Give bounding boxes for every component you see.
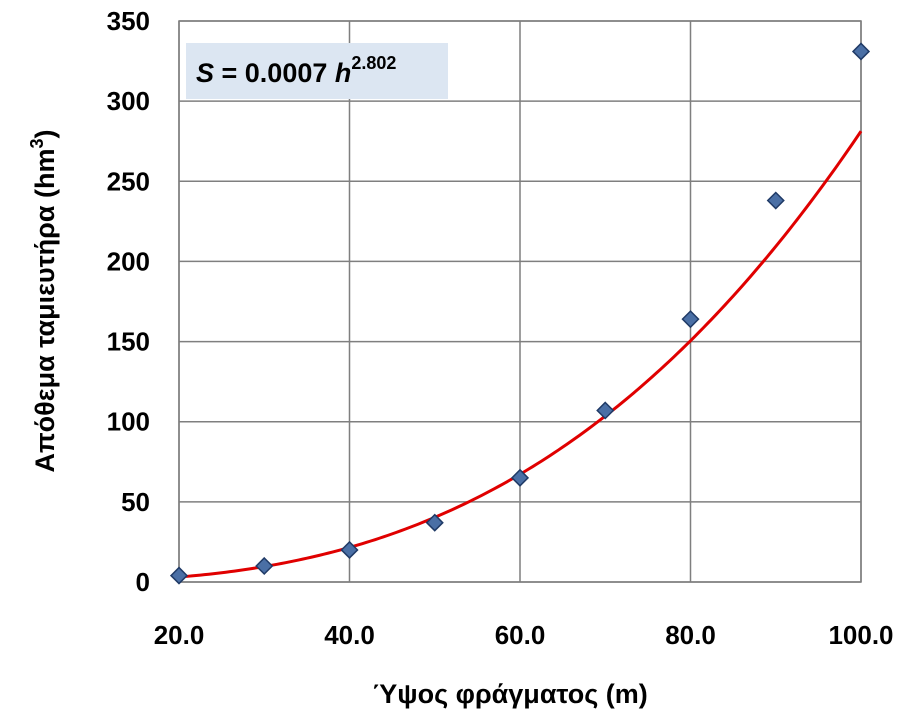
x-tick-label: 60.0 [495, 620, 546, 650]
equation-label: S = 0.0007 h2.802 [186, 43, 448, 99]
y-axis-ticks: 0 50 100 150 200 250 300 350 [107, 6, 150, 597]
data-point [169, 566, 189, 585]
equation-h: h [335, 58, 352, 88]
y-tick-label: 50 [121, 487, 150, 517]
y-tick-label: 300 [107, 86, 150, 116]
y-axis-title-text: Απόθεμα ταμιευτήρα (hm [30, 149, 60, 473]
x-axis-ticks: 20.0 40.0 60.0 80.0 100.0 [154, 620, 894, 650]
equation-body: = 0.0007 [214, 58, 335, 88]
y-axis-title-close: ) [30, 130, 60, 139]
y-tick-label: 100 [107, 407, 150, 437]
equation-text: S = 0.0007 h2.802 [196, 53, 396, 88]
y-tick-label: 150 [107, 327, 150, 357]
x-tick-label: 80.0 [665, 620, 716, 650]
data-point [255, 556, 274, 576]
data-point [510, 468, 530, 487]
x-tick-label: 100.0 [828, 620, 893, 650]
x-tick-label: 20.0 [154, 620, 205, 650]
data-point [681, 310, 700, 329]
y-tick-label: 350 [107, 6, 150, 36]
x-tick-label: 40.0 [324, 620, 375, 650]
data-point [340, 540, 359, 560]
y-tick-label: 0 [136, 567, 150, 597]
data-points [169, 42, 871, 585]
y-tick-label: 250 [107, 166, 150, 196]
data-point [766, 191, 785, 210]
y-tick-label: 200 [107, 246, 150, 276]
data-point [425, 513, 444, 532]
data-point [851, 42, 871, 61]
x-axis-title: Ύψος φράγματος (m) [372, 679, 647, 709]
grid-lines [178, 20, 862, 583]
equation-exponent: 2.802 [351, 53, 396, 73]
plot-area [178, 20, 862, 583]
y-axis-title-superscript: 3 [27, 139, 47, 149]
y-axis-title: Απόθεμα ταμιευτήρα (hm3) [27, 130, 60, 473]
equation-s: S [196, 58, 214, 88]
data-point [596, 401, 615, 420]
equation-box [186, 43, 448, 99]
